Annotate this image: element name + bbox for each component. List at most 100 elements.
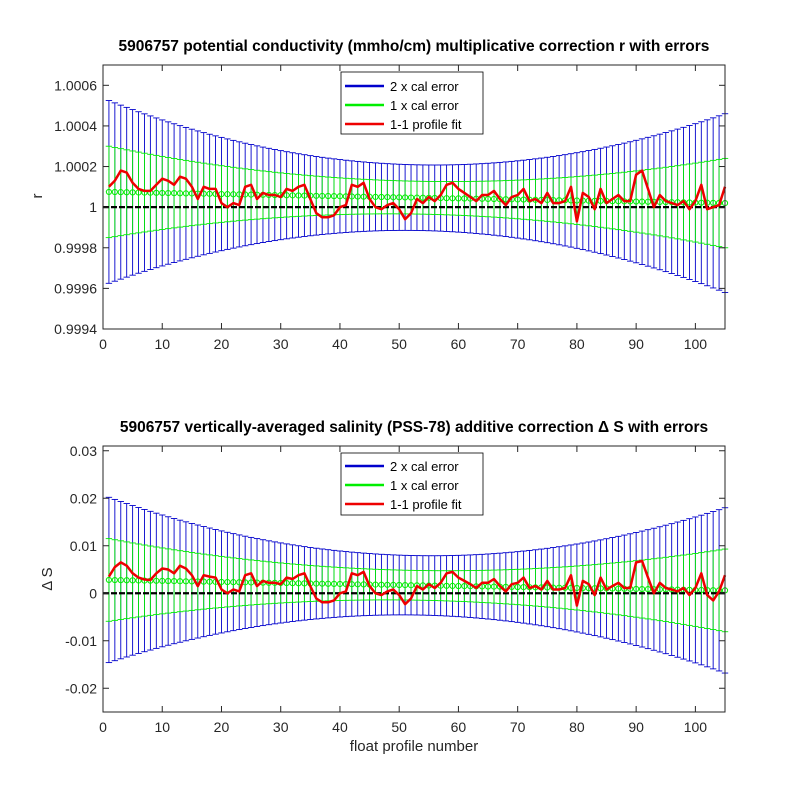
panel-1-fit-marker xyxy=(182,190,190,197)
panel-2-fit-marker xyxy=(496,583,503,590)
panel-2-fit-marker xyxy=(455,582,462,590)
panel-2-fit-marker xyxy=(111,576,118,584)
panel-1-legend-label-2x: 2 x cal error xyxy=(390,79,459,94)
panel-1-x-tick-label: 80 xyxy=(569,336,585,352)
panel-1-fit-marker xyxy=(419,194,426,201)
panel-1-fit-marker xyxy=(247,191,255,198)
panel-1-x-tick-label: 40 xyxy=(332,336,348,352)
panel-2-fit-marker xyxy=(153,577,160,584)
panel-2-fit-marker xyxy=(117,577,124,584)
panel-1-fit-marker xyxy=(129,189,136,196)
panel-1-fit-marker xyxy=(520,196,527,203)
panel-1-fit-marker xyxy=(319,192,326,200)
panel-2-axes-frame xyxy=(102,445,726,713)
panel-2-fit-marker xyxy=(407,582,415,589)
panel-1-legend-label-1x: 1 x cal error xyxy=(390,98,459,113)
panel-1-fit-marker xyxy=(289,192,296,199)
panel-1-fit-marker xyxy=(490,195,498,203)
panel-1-fit-marker xyxy=(698,199,705,206)
panel-1-axes-frame xyxy=(102,64,726,330)
panel-2-y-axis-label: Δ S xyxy=(39,567,56,590)
panel-2-fit-marker xyxy=(514,583,521,591)
panel-1-fit-marker xyxy=(633,198,640,205)
panel-1-x-tick-label: 60 xyxy=(451,336,467,352)
panel-2-fit-marker xyxy=(283,579,290,587)
panel-1-fit-marker xyxy=(170,190,178,197)
panel-2-fit-series-line xyxy=(107,559,727,607)
panel-1-fit-marker xyxy=(230,191,237,198)
panel-2-fit-marker xyxy=(123,577,130,584)
panel-1-y-axis-label: r xyxy=(29,194,46,199)
panel-2-fit-marker xyxy=(313,580,320,587)
panel-1-fit-marker xyxy=(153,189,160,196)
panel-2-plot-area: 0 10 20 30 40 50 60 70 80 90 100 -0.02 -0.01 0 0.01 0.0… xyxy=(65,443,729,735)
panel-1-y-tick-label: 1 xyxy=(89,199,97,215)
panel-1-fit-marker xyxy=(686,199,693,206)
panel-2-fit-marker xyxy=(247,579,255,586)
panel-2-fit-marker xyxy=(182,578,190,585)
panel-2-y-tick-label: 0.03 xyxy=(70,443,97,459)
panel-2-fit-marker xyxy=(289,580,296,587)
panel-2-fit-marker xyxy=(490,583,498,590)
panel-1-x-tick-label: 70 xyxy=(510,336,526,352)
panel-2-fit-marker xyxy=(360,581,367,588)
panel-2-fit-marker xyxy=(165,577,172,585)
panel-2-x-tick-label: 100 xyxy=(684,719,708,735)
panel-2-fit-marker xyxy=(698,586,705,594)
panel-2-legend-label-fit: 1-1 profile fit xyxy=(390,497,462,512)
panel-1-fit-marker xyxy=(165,189,172,197)
panel-1-fit-marker xyxy=(449,195,456,202)
panel-1-fit-marker xyxy=(325,192,332,200)
panel-2-fit-marker xyxy=(372,581,379,588)
panel-1-fit-marker xyxy=(443,195,450,202)
panel-2-fit-marker xyxy=(336,580,344,588)
panel-2-x-tick-label: 30 xyxy=(273,719,289,735)
panel-2-x-tick-label: 80 xyxy=(569,719,585,735)
panel-2-fit-marker xyxy=(615,585,622,592)
panel-2-legend: 2 x cal error 1 x cal error 1-1 profile … xyxy=(340,452,484,516)
panel-2-x-tick-label: 70 xyxy=(510,719,526,735)
panel-2-fit-marker xyxy=(105,576,113,584)
panel-2-x-tick-label: 0 xyxy=(99,719,107,735)
panel-2-fit-marker xyxy=(390,581,397,589)
panel-2-legend-label-2x: 2 x cal error xyxy=(390,459,459,474)
panel-1-fit-marker xyxy=(378,193,385,201)
panel-1-fit-marker xyxy=(354,193,361,200)
panel-salinity-correction: 5906757 vertically-averaged salinity (PS… xyxy=(39,419,729,755)
panel-1-fit-marker xyxy=(710,199,717,206)
panel-1-fit-marker xyxy=(313,192,320,199)
panel-1-x-tick-label: 10 xyxy=(154,336,170,352)
panel-2-y-tick-label: 0.01 xyxy=(70,538,97,554)
panel-2-fit-marker xyxy=(230,579,237,586)
panel-1-fit-marker xyxy=(615,198,622,205)
panel-1-x-tick-label: 20 xyxy=(214,336,230,352)
panel-1-x-tick-label: 100 xyxy=(684,336,708,352)
panel-1-fit-marker xyxy=(461,195,468,202)
panel-2-fit-marker xyxy=(461,583,468,590)
panel-2-fit-marker xyxy=(159,577,166,584)
panel-1-legend-label-fit: 1-1 profile fit xyxy=(390,117,462,132)
panel-1-fit-marker xyxy=(330,193,338,200)
panel-1-fit-marker xyxy=(224,191,231,198)
panel-1-y-tick-label: 0.9994 xyxy=(54,321,97,337)
panel-2-fit-marker xyxy=(330,580,338,587)
panel-2-x-tick-label: 10 xyxy=(154,719,170,735)
panel-2-fit-marker xyxy=(176,578,184,585)
panel-1-x-tick-label: 50 xyxy=(391,336,407,352)
panel-1-fit-marker xyxy=(396,194,403,201)
panel-2-fit-marker xyxy=(206,578,213,585)
panel-1-fit-marker xyxy=(111,188,118,196)
panel-1-y-tick-label: 1.0004 xyxy=(54,118,97,134)
panel-2-x-tick-label: 60 xyxy=(451,719,467,735)
panel-1-x-tick-label: 90 xyxy=(628,336,644,352)
panel-1-y-tick-label: 1.0006 xyxy=(54,77,97,93)
panel-1-fit-marker xyxy=(206,190,213,197)
panel-2-y-tick-label: 0.02 xyxy=(70,490,97,506)
panel-2-x-tick-label: 90 xyxy=(628,719,644,735)
panel-1-fit-marker xyxy=(301,192,308,199)
panel-1-fit-marker xyxy=(336,193,344,200)
panel-1-fit-marker xyxy=(390,194,397,201)
panel-1-fit-marker xyxy=(176,190,184,197)
